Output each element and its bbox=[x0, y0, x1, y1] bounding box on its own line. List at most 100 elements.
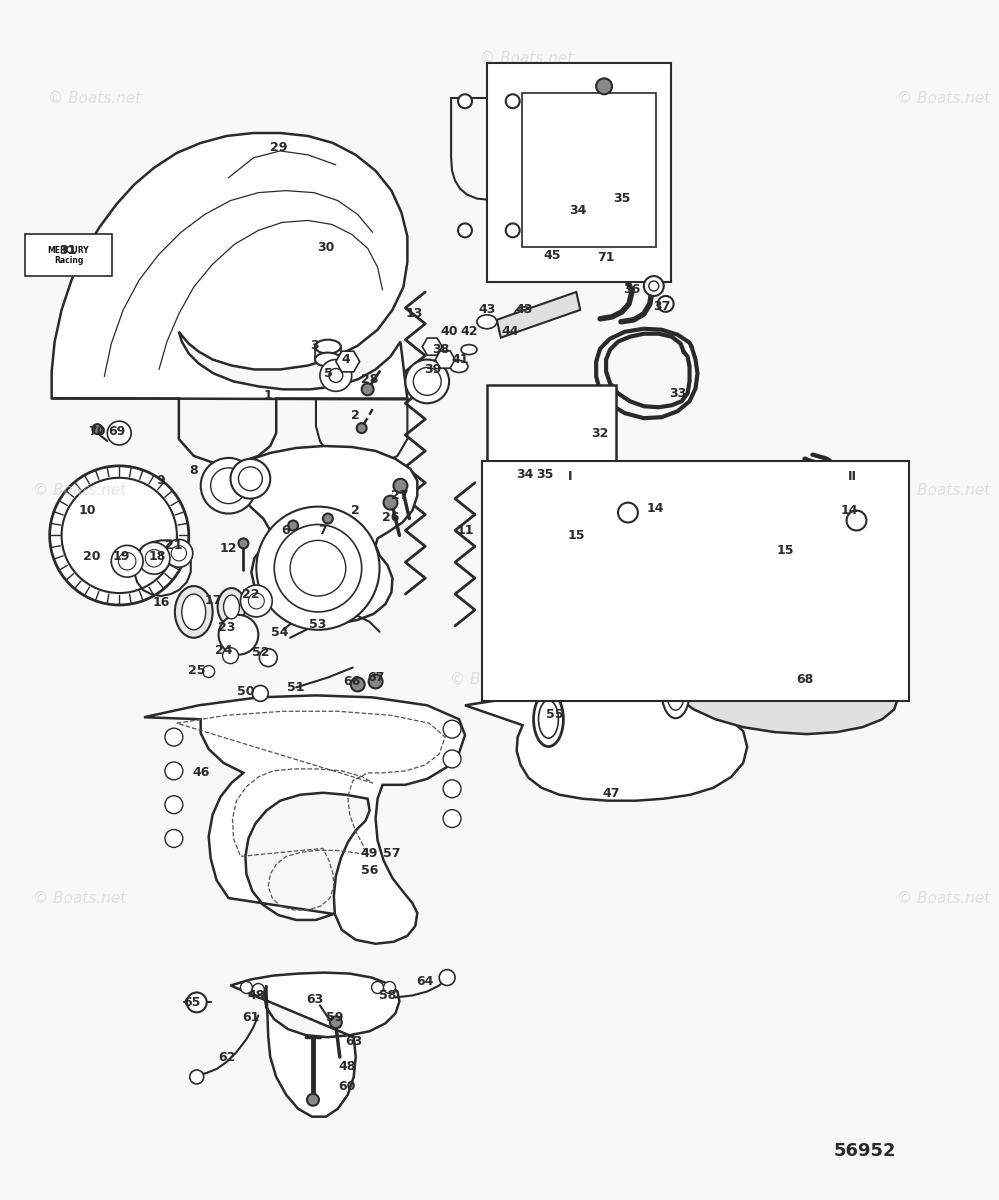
Text: 31: 31 bbox=[59, 244, 76, 257]
Ellipse shape bbox=[315, 353, 341, 366]
Text: 10: 10 bbox=[79, 504, 96, 517]
Circle shape bbox=[372, 982, 384, 994]
Polygon shape bbox=[423, 338, 443, 355]
Ellipse shape bbox=[218, 588, 246, 626]
Circle shape bbox=[211, 468, 247, 504]
Text: 29: 29 bbox=[270, 142, 287, 155]
Text: © Boats.net: © Boats.net bbox=[451, 672, 543, 686]
Ellipse shape bbox=[461, 344, 477, 354]
Text: 38: 38 bbox=[433, 343, 450, 356]
Text: 15: 15 bbox=[776, 544, 793, 557]
Text: 32: 32 bbox=[591, 426, 608, 439]
Circle shape bbox=[643, 276, 663, 296]
Circle shape bbox=[253, 984, 265, 996]
Text: 34: 34 bbox=[569, 204, 587, 217]
Text: 69: 69 bbox=[109, 425, 126, 438]
Circle shape bbox=[351, 678, 365, 691]
Circle shape bbox=[145, 550, 163, 568]
Circle shape bbox=[107, 421, 131, 445]
Circle shape bbox=[290, 540, 346, 596]
Ellipse shape bbox=[315, 340, 341, 354]
Polygon shape bbox=[671, 640, 898, 734]
Text: 37: 37 bbox=[653, 300, 670, 313]
Circle shape bbox=[165, 762, 183, 780]
Polygon shape bbox=[497, 292, 580, 337]
Circle shape bbox=[138, 542, 170, 574]
Text: © Boats.net: © Boats.net bbox=[33, 484, 126, 498]
Text: 15: 15 bbox=[567, 529, 585, 542]
Text: 34: 34 bbox=[515, 468, 533, 481]
Text: 53: 53 bbox=[310, 618, 327, 631]
Text: © Boats.net: © Boats.net bbox=[33, 890, 126, 906]
Polygon shape bbox=[465, 694, 747, 800]
Text: 6: 6 bbox=[281, 524, 290, 536]
Text: 67: 67 bbox=[367, 671, 385, 684]
Circle shape bbox=[171, 546, 187, 560]
Circle shape bbox=[323, 514, 333, 523]
Text: 49: 49 bbox=[361, 847, 379, 860]
Circle shape bbox=[111, 545, 143, 577]
Bar bbox=[487, 64, 670, 282]
Text: © Boats.net: © Boats.net bbox=[48, 91, 141, 106]
Circle shape bbox=[231, 458, 271, 499]
Text: 19: 19 bbox=[113, 550, 130, 563]
Text: 65: 65 bbox=[183, 996, 201, 1009]
Circle shape bbox=[648, 281, 658, 290]
Text: 7: 7 bbox=[319, 524, 328, 536]
Text: 27: 27 bbox=[391, 490, 409, 502]
Polygon shape bbox=[487, 385, 616, 482]
Text: 21: 21 bbox=[165, 539, 183, 552]
Text: 56: 56 bbox=[361, 864, 379, 877]
Circle shape bbox=[260, 649, 277, 666]
Text: 60: 60 bbox=[338, 1080, 356, 1093]
Circle shape bbox=[275, 524, 362, 612]
Text: 41: 41 bbox=[452, 353, 469, 366]
Text: 58: 58 bbox=[379, 989, 397, 1002]
Circle shape bbox=[307, 1094, 319, 1105]
Text: 25: 25 bbox=[188, 664, 206, 677]
Text: 43: 43 bbox=[479, 304, 496, 317]
Text: 40: 40 bbox=[441, 325, 458, 338]
Ellipse shape bbox=[533, 692, 563, 746]
Text: 43: 43 bbox=[515, 304, 533, 317]
Circle shape bbox=[165, 539, 193, 568]
Text: 42: 42 bbox=[461, 325, 478, 338]
Polygon shape bbox=[231, 972, 400, 1117]
Text: 46: 46 bbox=[192, 767, 210, 779]
Circle shape bbox=[357, 424, 367, 433]
Text: 16: 16 bbox=[152, 596, 170, 610]
Text: 63: 63 bbox=[345, 1034, 363, 1048]
Text: 36: 36 bbox=[623, 282, 640, 295]
Text: 22: 22 bbox=[242, 588, 259, 600]
Text: 1: 1 bbox=[264, 389, 273, 402]
Circle shape bbox=[329, 368, 343, 383]
Circle shape bbox=[320, 360, 352, 391]
Polygon shape bbox=[52, 133, 408, 400]
Bar bbox=[25, 234, 112, 276]
Text: 5: 5 bbox=[324, 367, 333, 380]
Text: 56952: 56952 bbox=[833, 1142, 896, 1160]
Circle shape bbox=[444, 780, 461, 798]
Circle shape bbox=[657, 296, 673, 312]
Text: 47: 47 bbox=[602, 787, 619, 800]
Circle shape bbox=[444, 810, 461, 828]
Text: 55: 55 bbox=[545, 708, 563, 721]
Text: 50: 50 bbox=[237, 685, 254, 698]
Ellipse shape bbox=[477, 314, 497, 329]
Polygon shape bbox=[521, 94, 655, 247]
Circle shape bbox=[165, 829, 183, 847]
Text: 66: 66 bbox=[343, 674, 361, 688]
Text: 2: 2 bbox=[352, 504, 360, 517]
Circle shape bbox=[239, 539, 249, 548]
Text: 4: 4 bbox=[342, 353, 350, 366]
Text: 63: 63 bbox=[307, 992, 324, 1006]
Text: © Boats.net: © Boats.net bbox=[897, 484, 991, 498]
Circle shape bbox=[362, 383, 374, 395]
Circle shape bbox=[440, 970, 456, 985]
Text: 26: 26 bbox=[382, 511, 400, 524]
Circle shape bbox=[190, 1070, 204, 1084]
Circle shape bbox=[201, 458, 257, 514]
Text: 2: 2 bbox=[352, 409, 360, 421]
Text: 48: 48 bbox=[338, 1061, 356, 1074]
Text: 68: 68 bbox=[796, 673, 813, 686]
